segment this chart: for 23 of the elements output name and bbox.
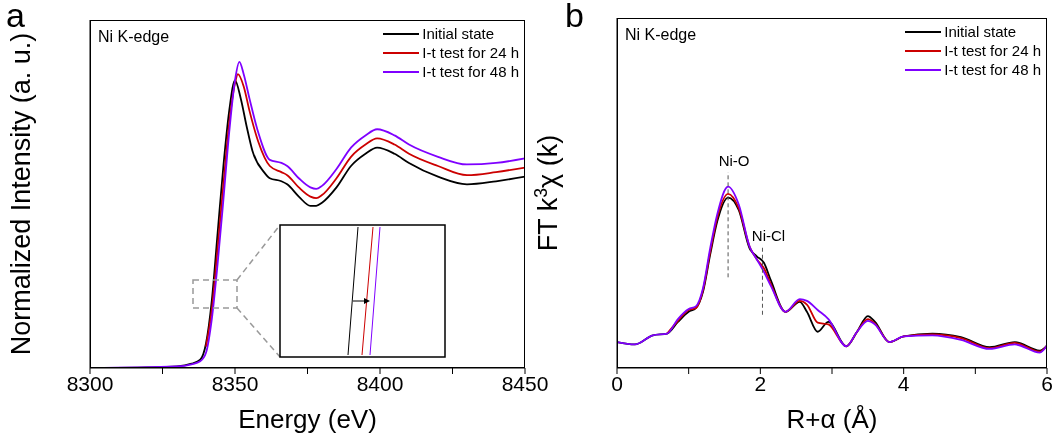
text: b (565, 0, 584, 35)
x-tick-label: 2 (754, 371, 767, 395)
x-tick-label: 8350 (211, 371, 259, 395)
text: a (6, 0, 25, 34)
x-tick-label: 0 (611, 371, 623, 395)
legend-label: Initial state (422, 24, 494, 43)
y-axis-title: Normalized Intensity (a. u.) (6, 32, 36, 356)
ref-line-label: Ni-Cl (751, 227, 786, 245)
legend-label: I-t test for 48 h (422, 62, 519, 81)
x-tick-label: 4 (897, 371, 910, 395)
x-tick-label: 8400 (356, 371, 404, 395)
x-tick-label: 8300 (66, 371, 114, 395)
text: Ni K-edge (625, 26, 697, 44)
text: Ni K-edge (98, 28, 170, 46)
x-tick-label: 6 (1041, 371, 1053, 395)
legend-label: I-t test for 48 h (944, 60, 1041, 79)
ref-line-label: Ni-O (718, 152, 750, 170)
legend-label: I-t test for 24 h (422, 43, 519, 62)
legend-label: Initial state (944, 22, 1016, 41)
x-axis-title: R+α (Å) (786, 404, 878, 434)
x-tick-label: 8450 (501, 371, 549, 395)
x-axis-title: Energy (eV) (238, 404, 377, 434)
legend-label: I-t test for 24 h (944, 41, 1041, 60)
